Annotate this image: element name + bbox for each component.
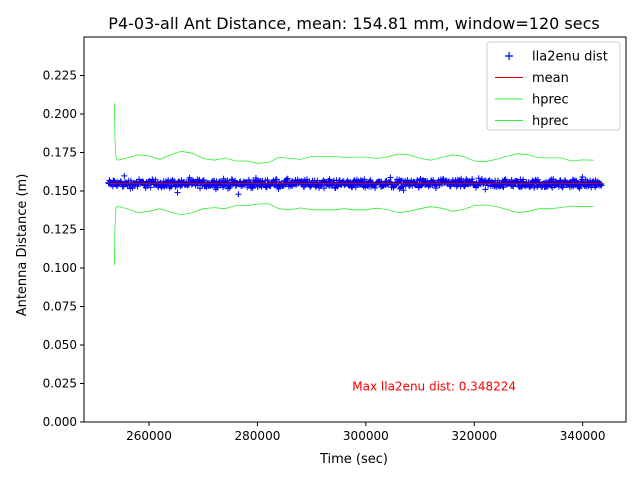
data-point: [197, 185, 204, 192]
data-point: [387, 174, 394, 181]
legend-label: lla2enu dist: [532, 50, 608, 65]
legend-box: [486, 41, 621, 131]
data-point: [235, 191, 242, 198]
legend: lla2enu dist mean hprec hprec: [486, 41, 621, 131]
data-point: [121, 172, 128, 179]
y-axis-label: Antenna Distance (m): [15, 174, 30, 317]
data-point: [283, 176, 290, 183]
data-point: [559, 184, 566, 191]
data-point: [367, 177, 374, 184]
data-point: [463, 176, 470, 183]
max-distance-annotation: Max lla2enu dist: 0.348224: [352, 379, 516, 393]
data-point: [502, 176, 509, 183]
x-tick-label: 260000: [126, 429, 172, 443]
data-point: [147, 184, 154, 191]
data-point: [264, 177, 271, 184]
data-point: [500, 184, 507, 191]
y-tick-label: 0.150: [43, 184, 77, 198]
y-tick-label: 0.000: [43, 415, 77, 429]
data-point: [432, 185, 439, 192]
data-point: [275, 185, 282, 192]
data-point: [475, 175, 482, 182]
x-tick-label: 300000: [343, 429, 389, 443]
data-point: [570, 176, 577, 183]
data-point: [534, 176, 541, 183]
y-tick-label: 0.050: [43, 338, 77, 352]
y-tick-label: 0.100: [43, 261, 77, 275]
y-tick-label: 0.200: [43, 107, 77, 121]
data-point: [263, 184, 270, 191]
legend-label: hprec: [532, 93, 569, 108]
y-tick-label: 0.225: [43, 69, 77, 83]
data-point: [415, 183, 422, 190]
y-tick-label: 0.075: [43, 300, 77, 314]
x-tick-label: 280000: [235, 429, 281, 443]
chart-title: P4-03-all Ant Distance, mean: 154.81 mm,…: [108, 14, 599, 33]
legend-marker: [505, 52, 513, 60]
data-point: [252, 175, 259, 182]
y-tick-label: 0.175: [43, 146, 77, 160]
data-point: [598, 182, 605, 189]
data-point: [284, 175, 291, 182]
data-point: [508, 176, 515, 183]
legend-label: hprec: [532, 114, 569, 129]
data-point: [361, 176, 368, 183]
data-point: [200, 177, 207, 184]
plot-area: 260000 280000 300000 320000 340000 0.000 0.025…: [43, 36, 627, 443]
data-point: [326, 176, 333, 183]
data-point: [200, 177, 207, 184]
data-point: [579, 173, 586, 180]
data-point: [372, 185, 379, 192]
y-tick-label: 0.025: [43, 377, 77, 391]
data-point: [174, 189, 181, 196]
data-point: [597, 181, 604, 188]
y-tick-label: 0.125: [43, 223, 77, 237]
x-tick-label: 320000: [451, 429, 497, 443]
x-axis-label: Time (sec): [319, 452, 388, 467]
data-point: [510, 183, 517, 190]
series-hprec-line-lower: [114, 203, 594, 265]
legend-label: mean: [532, 71, 569, 86]
data-point: [482, 186, 489, 193]
data-point: [576, 184, 583, 191]
data-point: [321, 185, 328, 192]
data-point: [400, 187, 407, 194]
series-hprec-line: [114, 103, 594, 164]
x-tick-label: 340000: [560, 429, 606, 443]
data-point: [244, 184, 251, 191]
data-point: [517, 184, 524, 191]
